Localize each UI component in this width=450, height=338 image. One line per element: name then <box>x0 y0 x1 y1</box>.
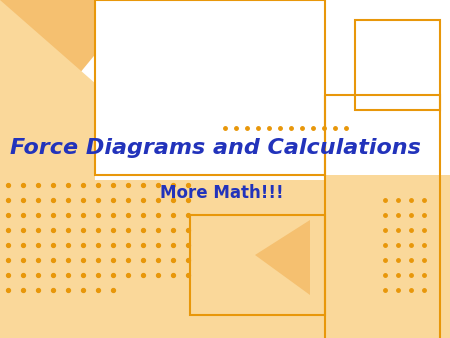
Polygon shape <box>0 0 140 170</box>
Bar <box>95 0 390 100</box>
Bar <box>355 0 450 88</box>
Polygon shape <box>255 220 310 295</box>
Bar <box>325 95 440 338</box>
Bar <box>355 20 440 110</box>
Bar <box>190 215 325 315</box>
Polygon shape <box>0 40 175 175</box>
Bar <box>95 0 325 175</box>
Polygon shape <box>0 0 200 175</box>
Text: More Math!!!: More Math!!! <box>160 184 284 202</box>
Text: Force Diagrams and Calculations: Force Diagrams and Calculations <box>10 138 421 158</box>
Bar <box>95 100 325 180</box>
Bar <box>0 175 450 338</box>
